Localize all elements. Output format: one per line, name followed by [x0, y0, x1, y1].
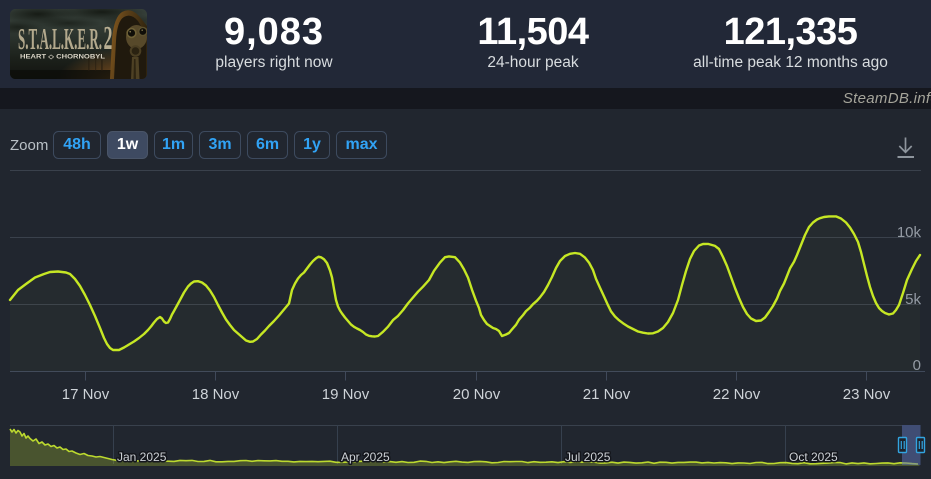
- svg-text:20 Nov: 20 Nov: [453, 386, 501, 403]
- svg-text:19 Nov: 19 Nov: [322, 386, 370, 403]
- svg-text:5k: 5k: [905, 291, 921, 308]
- svg-text:HEART ◇ CHORNOBYL: HEART ◇ CHORNOBYL: [20, 54, 105, 61]
- svg-text:0: 0: [913, 357, 921, 374]
- svg-text:Jul 2025: Jul 2025: [565, 450, 611, 464]
- svg-text:22 Nov: 22 Nov: [713, 386, 761, 403]
- svg-text:17 Nov: 17 Nov: [62, 386, 110, 403]
- svg-text:18 Nov: 18 Nov: [192, 386, 240, 403]
- svg-text:Jan 2025: Jan 2025: [117, 450, 167, 464]
- svg-text:10k: 10k: [897, 224, 922, 241]
- svg-text:21 Nov: 21 Nov: [583, 386, 631, 403]
- svg-text:Oct 2025: Oct 2025: [789, 450, 838, 464]
- svg-text:S.T.A.L.K.E.R.: S.T.A.L.K.E.R.: [18, 21, 102, 56]
- svg-text:23 Nov: 23 Nov: [843, 386, 891, 403]
- svg-text:Apr 2025: Apr 2025: [341, 450, 390, 464]
- svg-text:2: 2: [104, 20, 113, 57]
